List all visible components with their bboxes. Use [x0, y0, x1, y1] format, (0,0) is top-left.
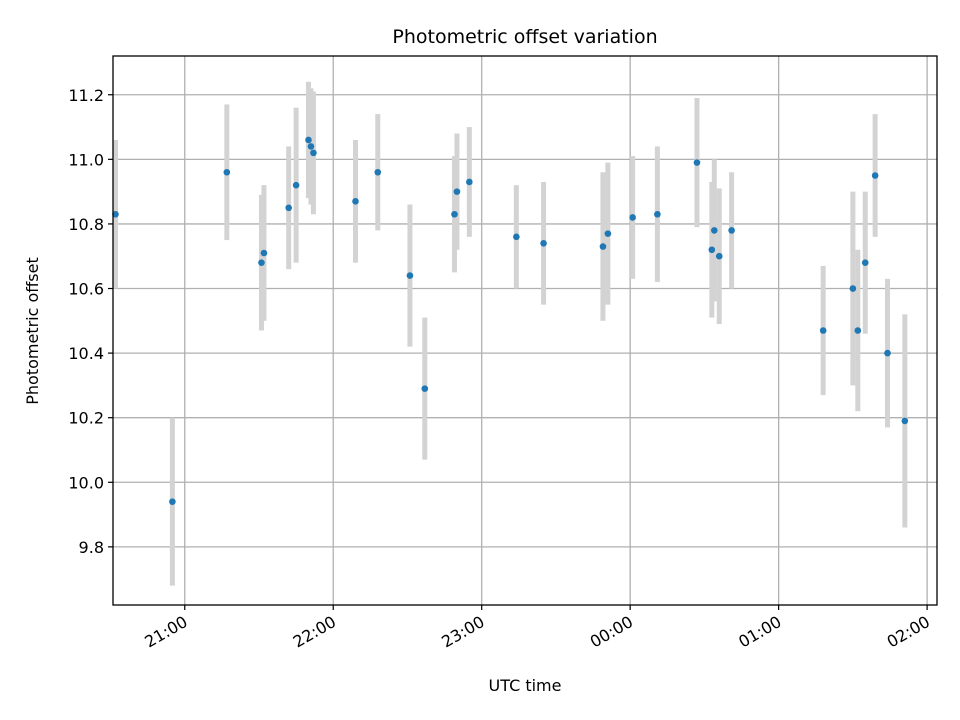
data-point [421, 385, 429, 392]
plot-frame [112, 55, 938, 606]
data-point [260, 249, 268, 257]
data-point [406, 272, 414, 279]
data-points [112, 136, 909, 505]
data-point [285, 204, 292, 212]
data-point [654, 210, 661, 218]
y-tick-label: 10.4 [68, 344, 104, 363]
data-point [310, 149, 317, 157]
data-point [374, 168, 382, 176]
data-point [819, 327, 827, 334]
data-point [728, 227, 735, 234]
data-point [112, 210, 119, 218]
y-axis: 9.8 10.0 10.2 10.4 10.6 10.8 11.0 11.2 [68, 86, 113, 557]
data-point [258, 259, 265, 266]
data-point [513, 233, 520, 241]
data-point [715, 252, 723, 260]
data-point [884, 349, 891, 357]
data-point [708, 246, 716, 254]
data-point [451, 210, 458, 218]
data-point [710, 227, 718, 234]
data-point [871, 172, 879, 179]
data-point [901, 417, 909, 425]
y-axis-title: Photometric offset [23, 257, 42, 405]
y-tick-label: 10.2 [68, 409, 104, 428]
chart-title: Photometric offset variation [392, 26, 657, 48]
data-point [466, 178, 473, 186]
data-point [861, 259, 869, 266]
data-point [352, 198, 359, 205]
data-point [307, 143, 315, 150]
grid [113, 56, 937, 605]
y-tick-label: 11.0 [68, 150, 104, 169]
data-point [629, 214, 636, 221]
y-tick-label: 9.8 [79, 538, 104, 557]
y-tick-label: 10.6 [68, 280, 104, 299]
data-point [599, 243, 607, 250]
data-point [292, 181, 300, 189]
data-point [169, 498, 176, 505]
y-tick-label: 10.0 [68, 473, 104, 492]
y-tick-label: 11.2 [68, 86, 104, 105]
data-point [540, 240, 547, 247]
data-point [854, 327, 862, 334]
data-point [604, 230, 612, 237]
data-point [849, 285, 857, 292]
y-tick-label: 10.8 [68, 215, 104, 234]
data-point [223, 168, 231, 176]
data-point [453, 188, 461, 195]
data-point [693, 159, 701, 166]
x-axis-title: UTC time [489, 676, 562, 695]
data-point [305, 136, 312, 144]
